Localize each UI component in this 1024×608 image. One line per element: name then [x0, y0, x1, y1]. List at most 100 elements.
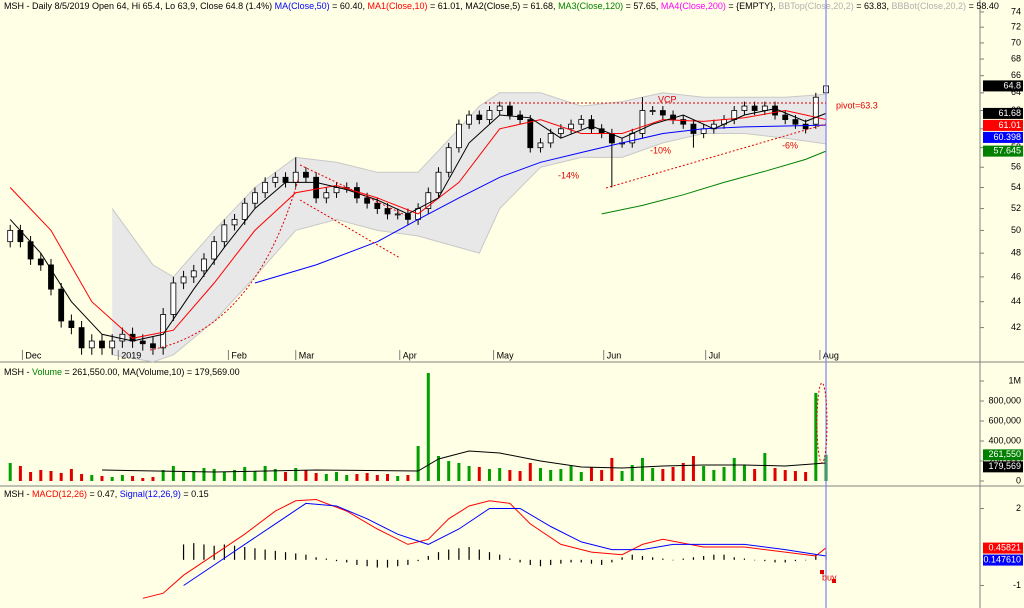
histogram-bar	[652, 557, 654, 560]
volume-bar	[100, 476, 104, 481]
volume-bar	[783, 470, 787, 481]
signal-marker	[820, 570, 824, 574]
title-segment: MA2(Close,5)	[465, 1, 520, 11]
title-segment: = 61.01,	[427, 1, 465, 11]
candle-body	[99, 340, 105, 349]
histogram-bar	[346, 559, 348, 563]
volume-bar	[753, 469, 757, 481]
y-tick-label: 200,000	[988, 455, 1021, 465]
histogram-bar	[794, 559, 797, 562]
annotation: pivot=63.3	[836, 100, 878, 110]
volume-bar	[793, 471, 797, 481]
candle-body	[506, 105, 513, 116]
candle-body	[802, 123, 809, 130]
histogram-bar	[560, 559, 562, 564]
title-segment: = {EMPTY},	[726, 1, 778, 11]
histogram-bar	[703, 555, 705, 560]
y-tick-label: 48	[1011, 248, 1021, 258]
candle-body	[772, 105, 778, 116]
y-tick-label: 74	[1011, 6, 1021, 16]
y-tick-label: 44	[1011, 296, 1021, 306]
candle-body	[272, 176, 279, 183]
candle-body	[241, 202, 248, 220]
volume-bar	[110, 477, 114, 481]
histogram-bar	[662, 558, 664, 560]
title-segment: MA(Close,50)	[275, 1, 330, 11]
annotation: -14%	[558, 170, 579, 180]
y-tick-label: 70	[1011, 37, 1021, 47]
volume-bar	[763, 453, 767, 481]
volume-bar	[90, 475, 94, 481]
histogram-bar	[448, 549, 450, 560]
candle-body	[180, 276, 187, 284]
volume-bar	[59, 473, 63, 481]
volume-bar	[538, 468, 542, 481]
histogram-bar	[437, 552, 440, 560]
candle-body	[150, 343, 156, 349]
histogram-bar	[509, 558, 511, 560]
volume-bar	[263, 466, 267, 481]
title-segment: MA3(Close,120)	[558, 1, 623, 11]
candle-body	[466, 114, 472, 125]
volume-bar	[29, 472, 33, 481]
candle-body	[139, 340, 146, 345]
candle-body	[435, 171, 442, 194]
histogram-bar	[305, 554, 307, 560]
x-tick-label: Jul	[709, 350, 721, 360]
last-value-label: 64.8	[1003, 80, 1021, 90]
candle-body	[119, 333, 126, 342]
pane-title: MSH - Volume = 261,550.00, MA(Volume,10)…	[4, 367, 240, 377]
candle-body	[394, 213, 401, 216]
histogram-bar	[274, 550, 276, 560]
histogram-bar	[233, 545, 236, 560]
y-tick-label: 54	[1011, 182, 1021, 192]
histogram-bar	[407, 559, 409, 565]
volume-highlight	[816, 382, 828, 464]
candle-body	[455, 123, 462, 149]
indicator-line	[601, 150, 827, 215]
volume-bar	[141, 478, 145, 481]
volume-bar	[559, 469, 563, 481]
volume-bar	[630, 465, 634, 481]
volume-bar	[131, 476, 135, 481]
volume-bar	[202, 468, 206, 481]
volume-bar	[732, 458, 736, 481]
trend-line	[299, 164, 406, 216]
title-segment: = 60.40,	[330, 1, 368, 11]
candle-body	[496, 105, 503, 111]
title-segment: BBBot(Close,20,2)	[892, 1, 967, 11]
x-tick-label: May	[497, 350, 515, 360]
histogram-bar	[529, 559, 531, 565]
volume-bar	[702, 466, 706, 481]
candle-body	[88, 340, 95, 349]
y-tick-label: 800,000	[988, 395, 1021, 405]
y-tick-label: 72	[1011, 22, 1021, 32]
volume-bar	[457, 463, 461, 481]
candle-body	[78, 327, 85, 349]
histogram-bar	[468, 547, 470, 560]
plot-layer: Dec 2019 Feb Mar Apr May Jun Jul Aug 42 44 46 48 50 52…	[4, 0, 1023, 608]
candle-body	[527, 119, 534, 149]
candle-body	[211, 241, 218, 260]
volume-bar	[467, 466, 471, 481]
histogram-bar	[284, 552, 287, 560]
indicator-line	[9, 108, 827, 342]
histogram-bar	[713, 554, 715, 560]
volume-bar	[192, 471, 196, 481]
volume-bar	[233, 470, 237, 481]
candle-body	[445, 147, 452, 173]
y-tick-label: 56	[1011, 162, 1021, 172]
candle-body	[792, 119, 799, 125]
last-value-box	[983, 449, 1023, 461]
title-segment: MSH - Daily 8/5/2019 Open 64, Hi 65.4, L…	[4, 1, 275, 11]
candle-body	[425, 192, 432, 209]
annotations: VCP pivot=63.3 -14% -10% -6% buy	[149, 94, 878, 583]
last-value-box	[983, 145, 1023, 157]
candle-body	[486, 110, 493, 120]
histogram-bar	[366, 559, 368, 567]
volume-bar	[549, 470, 553, 481]
candle-body	[659, 110, 666, 116]
histogram-bar	[570, 559, 572, 563]
volume-bar	[120, 475, 124, 481]
